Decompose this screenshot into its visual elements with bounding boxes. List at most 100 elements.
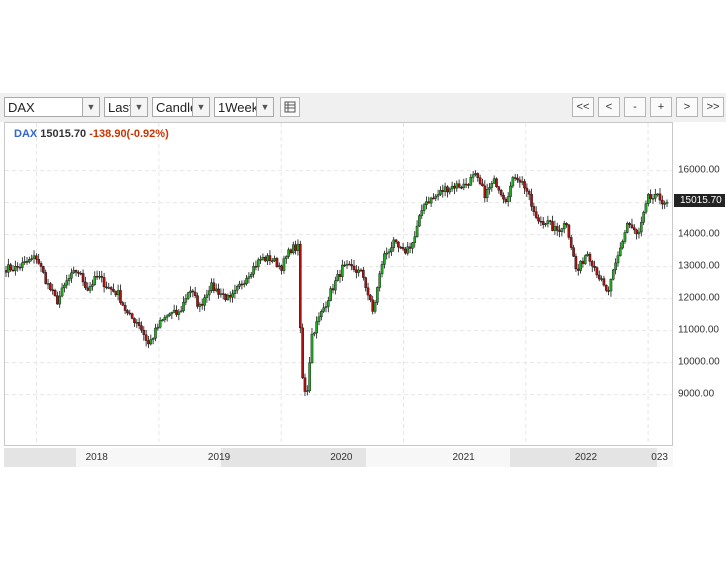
candle-down [105,286,108,289]
candle-up [324,306,328,309]
x-tick-label: 2021 [452,452,475,463]
candle-up [637,231,641,235]
symbol-input[interactable]: DAX ▼ [4,97,100,117]
candle-up [611,269,615,280]
candle-up [429,197,433,204]
candle-down [597,274,601,280]
candle-up [163,317,167,321]
candle-down [352,265,356,270]
candle-down [399,246,403,249]
quote-symbol: DAX [14,128,38,140]
candle-up [644,203,648,213]
candle-up [439,190,442,195]
candle-down [112,289,115,292]
candle-up [520,181,524,183]
candle-up [182,302,185,312]
candle-down [362,269,365,278]
candle-down [137,322,141,326]
candle-down [548,220,552,222]
candle-down [565,223,568,226]
candle-down [464,183,468,186]
candle-down [453,185,456,189]
candle-down [196,295,199,307]
y-tick-label: 9000.00 [678,388,715,400]
candle-up [665,201,669,204]
chart-plot-area[interactable] [4,122,673,446]
chart-type-select[interactable]: Candle ▼ [152,97,210,117]
candle-up [58,295,62,305]
y-tick-label: 11000.00 [678,324,719,336]
candle-down [53,290,57,296]
candle-up [492,178,496,184]
candle-down [121,302,125,306]
candle-up [380,264,384,274]
last-price-tag: 15015.70 [674,194,725,208]
candle-down [39,263,43,267]
candle-down [348,263,351,266]
candle-up [172,309,176,313]
y-tick-label: 13000.00 [678,260,720,272]
candle-up [291,244,295,254]
table-button[interactable] [280,97,300,117]
candle-up [245,278,248,284]
candle-down [595,267,599,276]
candle-up [235,286,239,291]
chevron-down-icon[interactable]: ▼ [82,98,99,116]
candle-up [256,259,260,268]
candle-down [140,325,143,331]
chevron-down-icon[interactable]: ▼ [130,98,147,116]
next-button[interactable]: > [676,97,698,117]
x-tick-label: 2019 [207,452,231,463]
candle-up [376,287,379,303]
candle-up [207,290,211,296]
candle-down [516,177,519,181]
candle-up [422,204,426,211]
candle-up [65,280,69,286]
interval-select[interactable]: 1Week ▼ [214,97,274,117]
candle-up [385,252,389,255]
candle-down [263,257,267,262]
candle-up [14,266,17,271]
candle-up [151,338,155,340]
zoom-out-button[interactable]: - [624,97,646,117]
candle-up [390,247,393,252]
candle-down [102,277,106,288]
candle-down [133,318,136,324]
candle-down [280,265,283,271]
candle-down [551,221,554,231]
candle-down [355,269,358,273]
candle-down [523,181,526,189]
candle-up [313,332,316,335]
prev-button[interactable]: < [598,97,620,117]
zoom-in-button[interactable]: + [650,97,672,117]
candle-up [450,185,454,190]
candle-up [455,183,459,189]
candle-down [446,186,449,193]
last-button[interactable]: >> [702,97,724,117]
candle-down [289,249,293,254]
candle-down [661,199,664,205]
candle-up [425,201,428,205]
candle-down [525,187,529,192]
candle-up [509,185,512,197]
candle-down [193,291,197,296]
candle-down [81,273,85,283]
candle-up [287,249,290,257]
candle-down [555,226,559,231]
candle-down [144,334,148,341]
candle-down [649,194,652,199]
candle-up [506,196,510,203]
candle-down [268,255,272,262]
candle-down [602,278,606,286]
price-field-select[interactable]: Last ▼ [104,97,148,117]
candle-up [205,294,209,298]
first-button[interactable]: << [572,97,594,117]
candle-up [623,232,627,242]
candle-down [504,198,508,203]
candle-up [443,186,447,192]
candle-up [165,315,169,318]
chevron-down-icon[interactable]: ▼ [256,98,273,116]
candle-up [315,321,318,334]
chevron-down-icon[interactable]: ▼ [192,98,209,116]
candle-up [411,242,414,249]
